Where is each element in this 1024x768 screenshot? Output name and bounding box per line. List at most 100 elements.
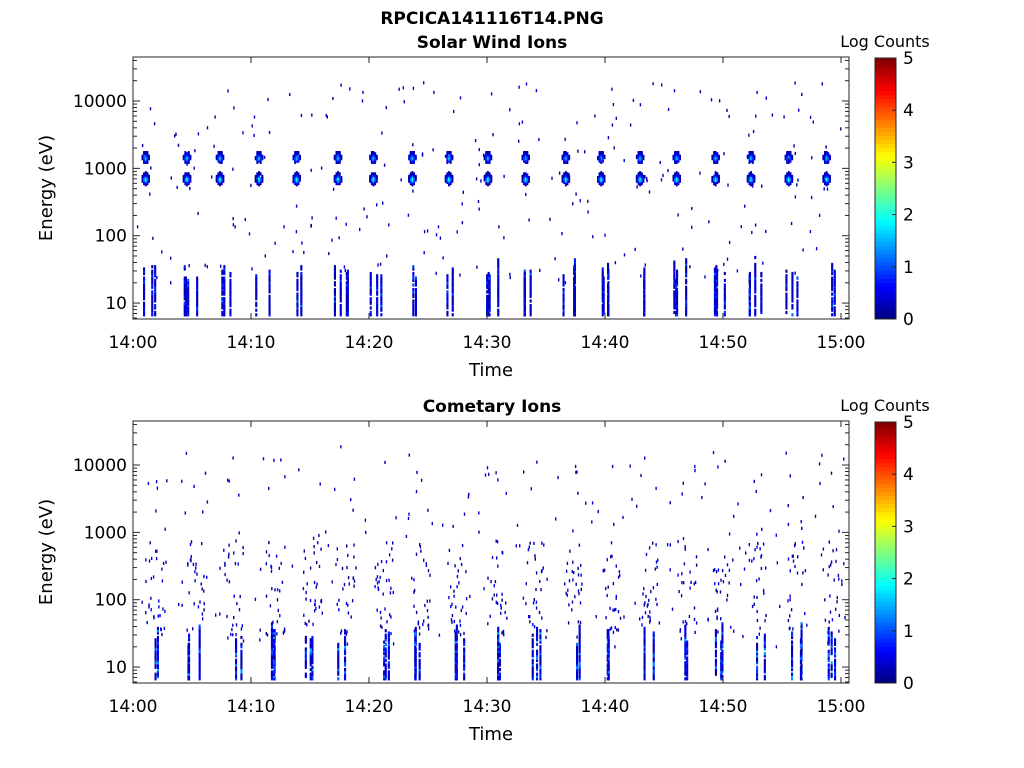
heatmap-cell	[833, 578, 835, 582]
heatmap-cell	[387, 661, 390, 665]
heatmap-cell	[339, 310, 342, 315]
heatmap-cell	[611, 464, 614, 468]
heatmap-cell	[785, 304, 788, 308]
heatmap-cell	[715, 292, 718, 296]
heatmap-cell	[448, 596, 450, 600]
heatmap-cell	[451, 620, 453, 624]
heatmap-cell	[602, 278, 605, 282]
heatmap-cell	[503, 633, 505, 637]
heatmap-cell	[487, 278, 490, 282]
heatmap-cell	[643, 276, 646, 280]
heatmap-cell	[713, 310, 716, 315]
heatmap-cell	[572, 560, 574, 564]
heatmap-cell	[223, 299, 226, 303]
heatmap-cell	[634, 247, 636, 251]
heatmap-cell	[376, 281, 379, 285]
heatmap-cell	[576, 649, 579, 653]
heatmap-cell	[465, 597, 468, 601]
heatmap-cell	[333, 308, 336, 312]
heatmap-cell	[159, 614, 161, 618]
heatmap-cell	[673, 297, 676, 301]
heatmap-cell	[149, 192, 151, 196]
heatmap-cell	[684, 547, 686, 551]
heatmap-cell	[531, 677, 534, 681]
heatmap-cell	[463, 512, 466, 516]
heatmap-cell	[186, 162, 188, 166]
colorbar-segment	[875, 523, 896, 529]
heatmap-cell	[385, 560, 388, 564]
heatmap-cell	[419, 542, 421, 547]
heatmap-cell	[756, 672, 759, 676]
heatmap-cell	[376, 203, 378, 207]
heatmap-cell	[235, 672, 238, 676]
colorbar-segment	[875, 274, 896, 279]
heatmap-cell	[721, 640, 724, 644]
heatmap-cell	[340, 445, 342, 449]
heatmap-cell	[154, 290, 157, 294]
heatmap-cell	[831, 292, 834, 296]
heatmap-cell	[652, 631, 655, 635]
heatmap-cell	[414, 310, 417, 315]
heatmap-cell	[834, 658, 837, 662]
heatmap-cell	[155, 557, 158, 561]
colorbar-segment	[875, 479, 896, 484]
heatmap-cell	[695, 555, 698, 559]
heatmap-cell	[311, 642, 314, 646]
heatmap-cell	[776, 561, 778, 565]
heatmap-cell	[221, 299, 224, 303]
heatmap-cell	[602, 283, 605, 287]
heatmap-cell	[693, 582, 695, 586]
heatmap-cell	[497, 288, 500, 292]
heatmap-cell	[827, 177, 830, 181]
heatmap-cell	[691, 206, 693, 211]
heatmap-cell	[221, 276, 224, 280]
heatmap-cell	[761, 527, 763, 531]
heatmap-cell	[613, 522, 615, 526]
heatmap-cell	[187, 281, 190, 285]
heatmap-cell	[726, 598, 728, 602]
heatmap-cell	[681, 492, 683, 496]
heatmap-cell	[571, 570, 573, 574]
heatmap-cell	[652, 652, 655, 656]
heatmap-cell	[723, 294, 726, 298]
heatmap-cell	[453, 619, 455, 624]
heatmap-cell	[609, 606, 611, 610]
heatmap-cell	[714, 663, 717, 667]
heatmap-cell	[380, 281, 383, 285]
heatmap-cell	[631, 497, 633, 501]
heatmap-cell	[455, 626, 458, 630]
heatmap-cell	[722, 580, 725, 584]
heatmap-cell	[463, 647, 466, 651]
heatmap-cell	[145, 611, 147, 615]
heatmap-cell	[525, 192, 527, 197]
heatmap-cell	[223, 292, 226, 296]
heatmap-cell	[273, 631, 276, 635]
heatmap-cell	[454, 674, 457, 679]
heatmap-cell	[535, 600, 538, 604]
heatmap-cell	[640, 274, 642, 278]
heatmap-cell	[451, 294, 454, 298]
heatmap-cell	[754, 285, 757, 289]
heatmap-cell	[617, 628, 620, 632]
heatmap-cell	[270, 626, 273, 630]
heatmap-cell	[673, 269, 676, 273]
heatmap-cell	[673, 265, 676, 269]
heatmap-cell	[276, 598, 279, 602]
y-tick-label: 10000	[73, 456, 127, 476]
heatmap-cell	[564, 137, 566, 141]
heatmap-cell	[148, 559, 151, 563]
heatmap-cell	[217, 153, 220, 157]
heatmap-cell	[498, 642, 501, 646]
heatmap-cell	[240, 674, 243, 679]
heatmap-cell	[461, 543, 464, 548]
heatmap-cell	[641, 623, 643, 627]
colorbar-label: Log Counts	[840, 32, 930, 51]
heatmap-cell	[300, 113, 303, 117]
heatmap-cell	[497, 297, 500, 301]
heatmap-cell	[714, 645, 717, 649]
heatmap-cell	[643, 271, 646, 276]
heatmap-cell	[414, 642, 417, 646]
y-tick-label: 100	[95, 591, 127, 611]
heatmap-cell	[345, 283, 348, 287]
heatmap-cell	[304, 674, 307, 679]
